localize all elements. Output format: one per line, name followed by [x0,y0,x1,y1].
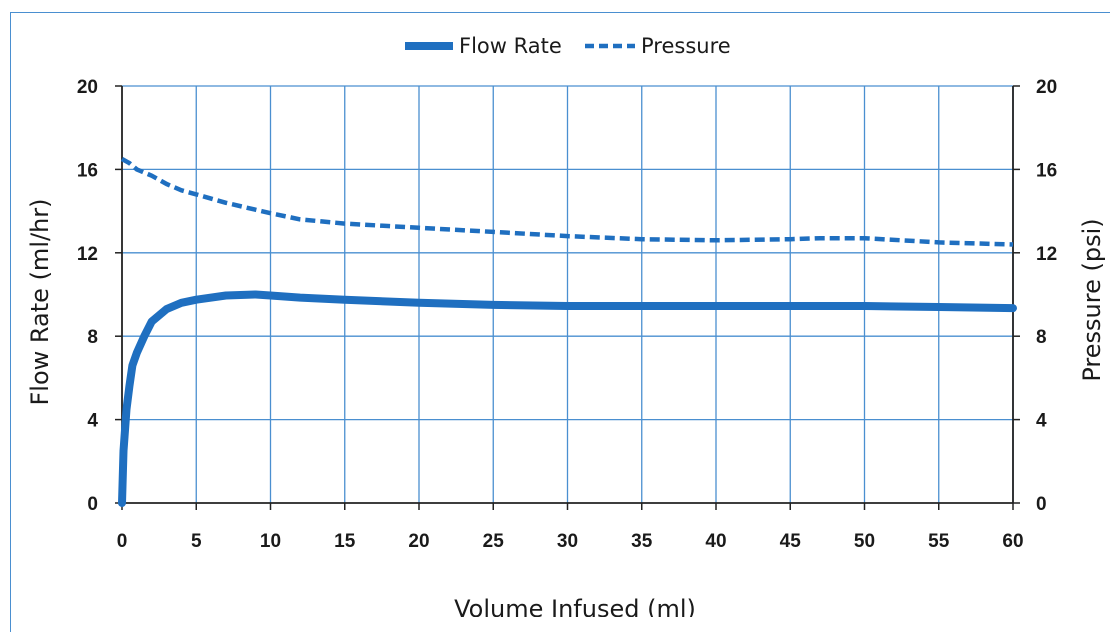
y-left-tick-label-12: 12 [77,244,98,265]
y-left-tick-label-16: 16 [77,160,98,181]
legend-label-flow-rate: Flow Rate [459,34,562,58]
x-tick-label-60: 60 [1002,531,1023,552]
x-tick-label-35: 35 [631,531,653,552]
x-tick-label-20: 20 [408,531,429,552]
x-tick-labels: 0 5 10 15 20 25 30 35 40 45 50 55 60 [117,531,1024,552]
y-right-tick-label-0: 0 [1036,494,1047,515]
y-right-tick-label-12: 12 [1036,244,1057,265]
flow-pressure-chart: 0 5 10 15 20 25 30 35 40 45 50 55 60 0 4 8 12 16 20 0 4 8 12… [26,34,1106,617]
x-tick-label-45: 45 [780,531,802,552]
y-left-tick-label-20: 20 [77,77,98,98]
y-left-tick-label-8: 8 [87,327,98,348]
x-tick-label-30: 30 [557,531,578,552]
series-layer [118,157,1017,507]
y-left-tick-labels: 0 4 8 12 16 20 [77,77,99,515]
y-right-tick-labels: 0 4 8 12 16 20 [1036,77,1057,515]
series-line-pressure [120,157,1014,247]
legend: Flow Rate Pressure [405,34,731,58]
y-right-tick-label-20: 20 [1036,77,1057,98]
x-tick-label-5: 5 [191,531,202,552]
x-tick-label-25: 25 [483,531,505,552]
x-tick-label-40: 40 [705,531,726,552]
legend-label-pressure: Pressure [641,34,731,58]
x-tick-label-15: 15 [334,531,356,552]
x-tick-label-10: 10 [260,531,281,552]
y-right-tick-label-16: 16 [1036,160,1057,181]
y-right-tick-label-4: 4 [1036,411,1047,432]
x-tick-label-0: 0 [117,531,128,552]
x-tick-label-50: 50 [854,531,875,552]
chart-frame [10,12,1110,632]
y-left-tick-label-0: 0 [87,494,98,515]
y-right-axis-title: Pressure (psi) [1078,218,1106,381]
y-left-tick-label-4: 4 [87,411,98,432]
series-line-flow-rate [118,290,1017,507]
y-left-axis-title: Flow Rate (ml/hr) [26,198,54,405]
x-tick-label-55: 55 [928,531,950,552]
y-right-tick-label-8: 8 [1036,327,1047,348]
x-axis-title: Volume Infused (ml) [454,595,696,617]
